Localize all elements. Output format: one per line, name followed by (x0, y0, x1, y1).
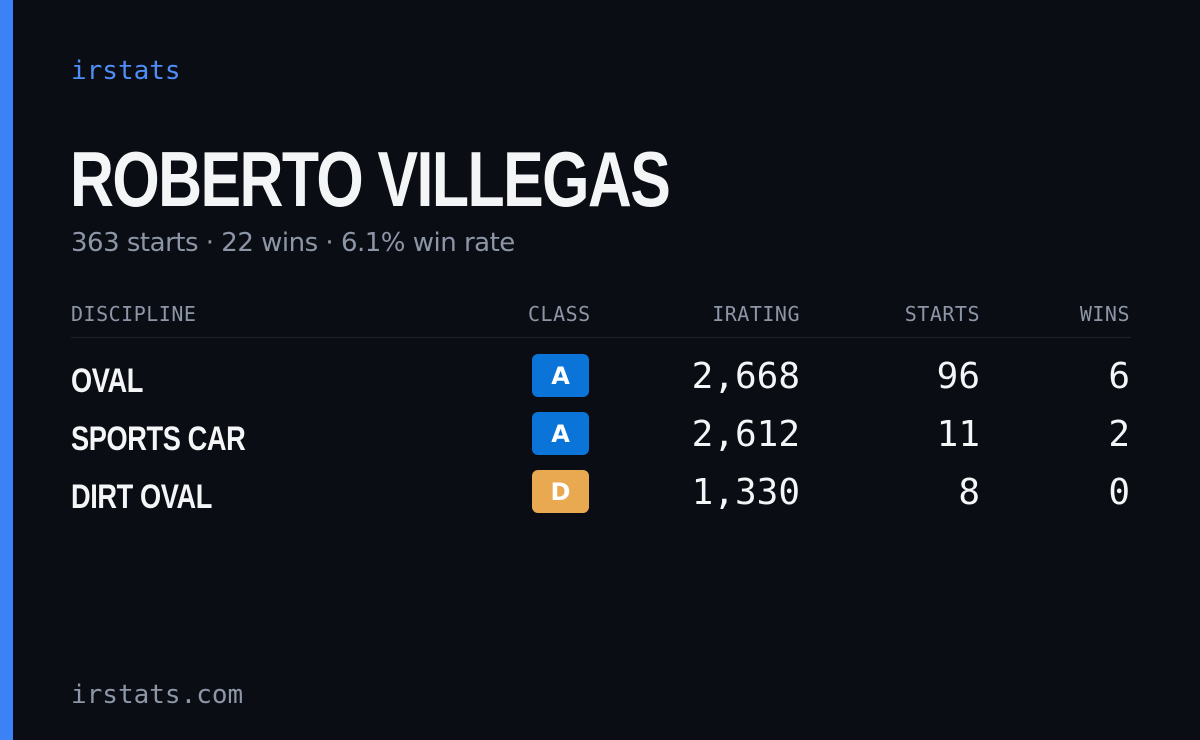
header-wins: WINS (1079, 302, 1130, 326)
irating-value: 1,330 (691, 472, 800, 513)
accent-bar (0, 0, 13, 740)
wins-value: 2 (1108, 414, 1130, 455)
wins-value: 0 (1108, 472, 1130, 513)
table-row: OVAL A 2,668 96 6 (71, 354, 1131, 412)
discipline-label: OVAL (71, 362, 143, 400)
brand-logo: irstats (71, 56, 181, 86)
class-badge: A (532, 412, 589, 455)
starts-value: 8 (958, 472, 980, 513)
starts-value: 11 (936, 414, 980, 455)
table-header: DISCIPLINE CLASS IRATING STARTS WINS (71, 300, 1131, 338)
irating-value: 2,668 (691, 356, 800, 397)
driver-name: ROBERTO VILLEGAS (70, 135, 671, 223)
irating-value: 2,612 (691, 414, 800, 455)
header-class: CLASS (528, 302, 591, 326)
footer-url: irstats.com (71, 680, 244, 710)
header-discipline: DISCIPLINE (71, 302, 197, 326)
class-badge: D (532, 470, 589, 513)
wins-value: 6 (1108, 356, 1130, 397)
header-starts: STARTS (904, 302, 980, 326)
driver-summary: 363 starts · 22 wins · 6.1% win rate (71, 228, 515, 258)
class-badge: A (532, 354, 589, 397)
discipline-label: SPORTS CAR (71, 420, 246, 458)
discipline-label: DIRT OVAL (71, 478, 212, 516)
table-row: DIRT OVAL D 1,330 8 0 (71, 470, 1131, 528)
header-irating: IRATING (712, 302, 800, 326)
starts-value: 96 (936, 356, 980, 397)
table-row: SPORTS CAR A 2,612 11 2 (71, 412, 1131, 470)
